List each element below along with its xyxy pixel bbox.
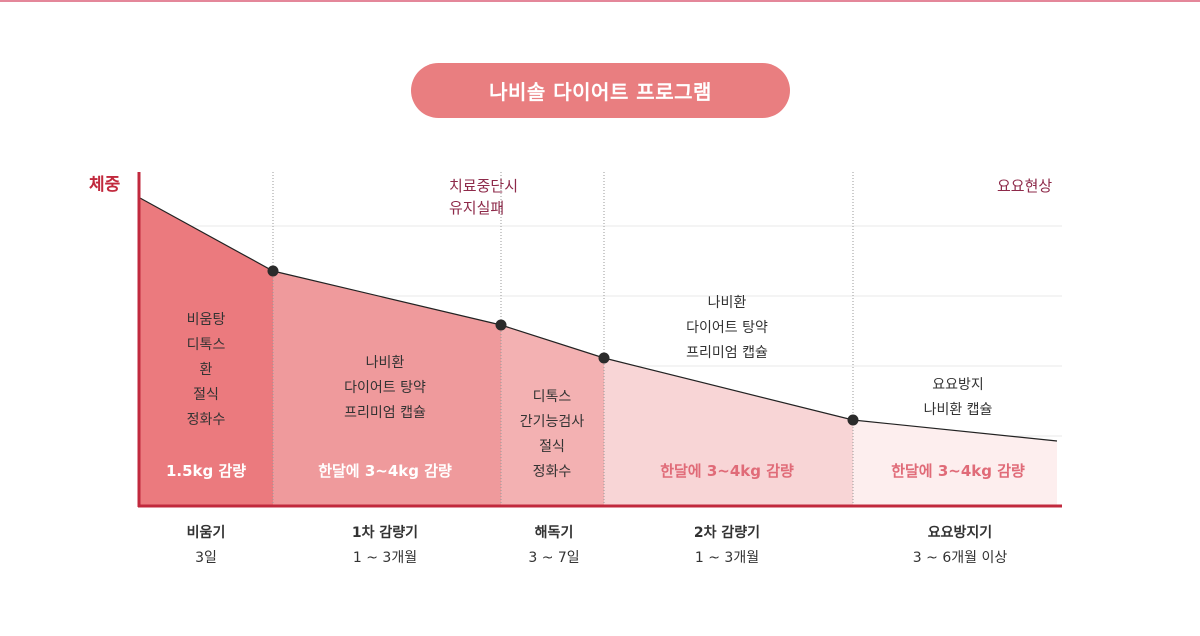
milestone-dot [598,352,610,364]
result-diet-prep: 1.5kg 감량 [165,461,247,480]
treatment-item: 정화수 [532,464,572,480]
treatment-item: 간기능검사 [519,414,585,430]
phase-name: 2차 감량기 [693,525,761,541]
phase-label-maintenance: 요요방지기 3 ~ 6개월 이상 [913,521,1007,571]
phase-name: 해독기 [534,525,574,541]
weight-curve-line [139,197,1058,442]
treatment-item: 프리미엄 캡슐 [686,345,768,361]
program-title: 나비솔 다이어트 프로그램 [411,63,790,118]
phase-duration: 3일 [195,550,217,566]
phase-name: 요요방지기 [927,525,993,541]
treatment-item: 환 [199,362,213,378]
treatment-item: 비움탕 [186,312,226,328]
treatments-second-loss: 나비환 다이어트 탕약 프리미엄 캡슐 [686,291,768,366]
phase-duration: 1 ~ 3개월 [352,550,418,566]
treatments-diet-prep: 비움탕 디톡스 환 절식 정화수 [187,308,226,433]
treatment-item: 나비환 [365,355,405,371]
phase-label-detox: 해독기 3 ~ 7일 [528,521,579,571]
phase-name: 1차 감량기 [351,525,419,541]
treatment-item: 프리미엄 캡슐 [344,405,426,421]
annotation-line: 요요현상 [997,177,1053,195]
phase-region-detox [501,325,604,506]
result-maintenance: 한달에 3~4kg 감량 [891,461,1025,480]
phase-region-diet-prep [140,198,273,506]
treatments-first-loss: 나비환 다이어트 탕약 프리미엄 캡슐 [344,351,426,426]
treatment-item: 정화수 [186,412,226,428]
treatments-detox: 디톡스 간기능검사 절식 정화수 [520,385,584,485]
milestone-dot [267,265,279,277]
phase-label-diet-prep: 비움기 3일 [187,521,226,571]
phase-duration: 3 ~ 6개월 이상 [912,550,1008,566]
phase-region-maintenance [853,420,1057,506]
treatments-maintenance: 요요방지 나비환 캡슐 [924,373,993,423]
treatment-item: 요요방지 [932,377,984,393]
milestone-dot [495,319,507,331]
result-first-loss: 한달에 3~4kg 감량 [318,461,452,480]
y-axis-label: 체중 [89,175,121,195]
treatment-item: 디톡스 [532,389,572,405]
annotation-line: 유지실패 [449,199,505,217]
phase-name: 비움기 [186,525,226,541]
phase-label-second-loss: 2차 감량기 1 ~ 3개월 [694,521,760,571]
top-accent-line [0,0,1200,2]
treatment-item: 다이어트 탕약 [344,380,426,396]
treatment-item: 다이어트 탕약 [686,320,768,336]
phase-region-second-loss [604,358,853,506]
treatment-item: 디톡스 [186,337,226,353]
phase-duration: 1 ~ 3개월 [694,550,760,566]
phase-label-first-loss: 1차 감량기 1 ~ 3개월 [352,521,418,571]
treatment-item: 나비환 캡슐 [923,402,993,418]
treatment-item: 절식 [193,387,219,403]
milestone-dot [847,414,859,426]
phase-duration: 3 ~ 7일 [528,550,580,566]
treatment-item: 절식 [539,439,565,455]
treatment-item: 나비환 [707,295,747,311]
phase-region-first-loss [273,271,501,506]
annotation-yoyo: 요요현상 [997,175,1052,197]
result-second-loss: 한달에 3~4kg 감량 [660,461,794,480]
